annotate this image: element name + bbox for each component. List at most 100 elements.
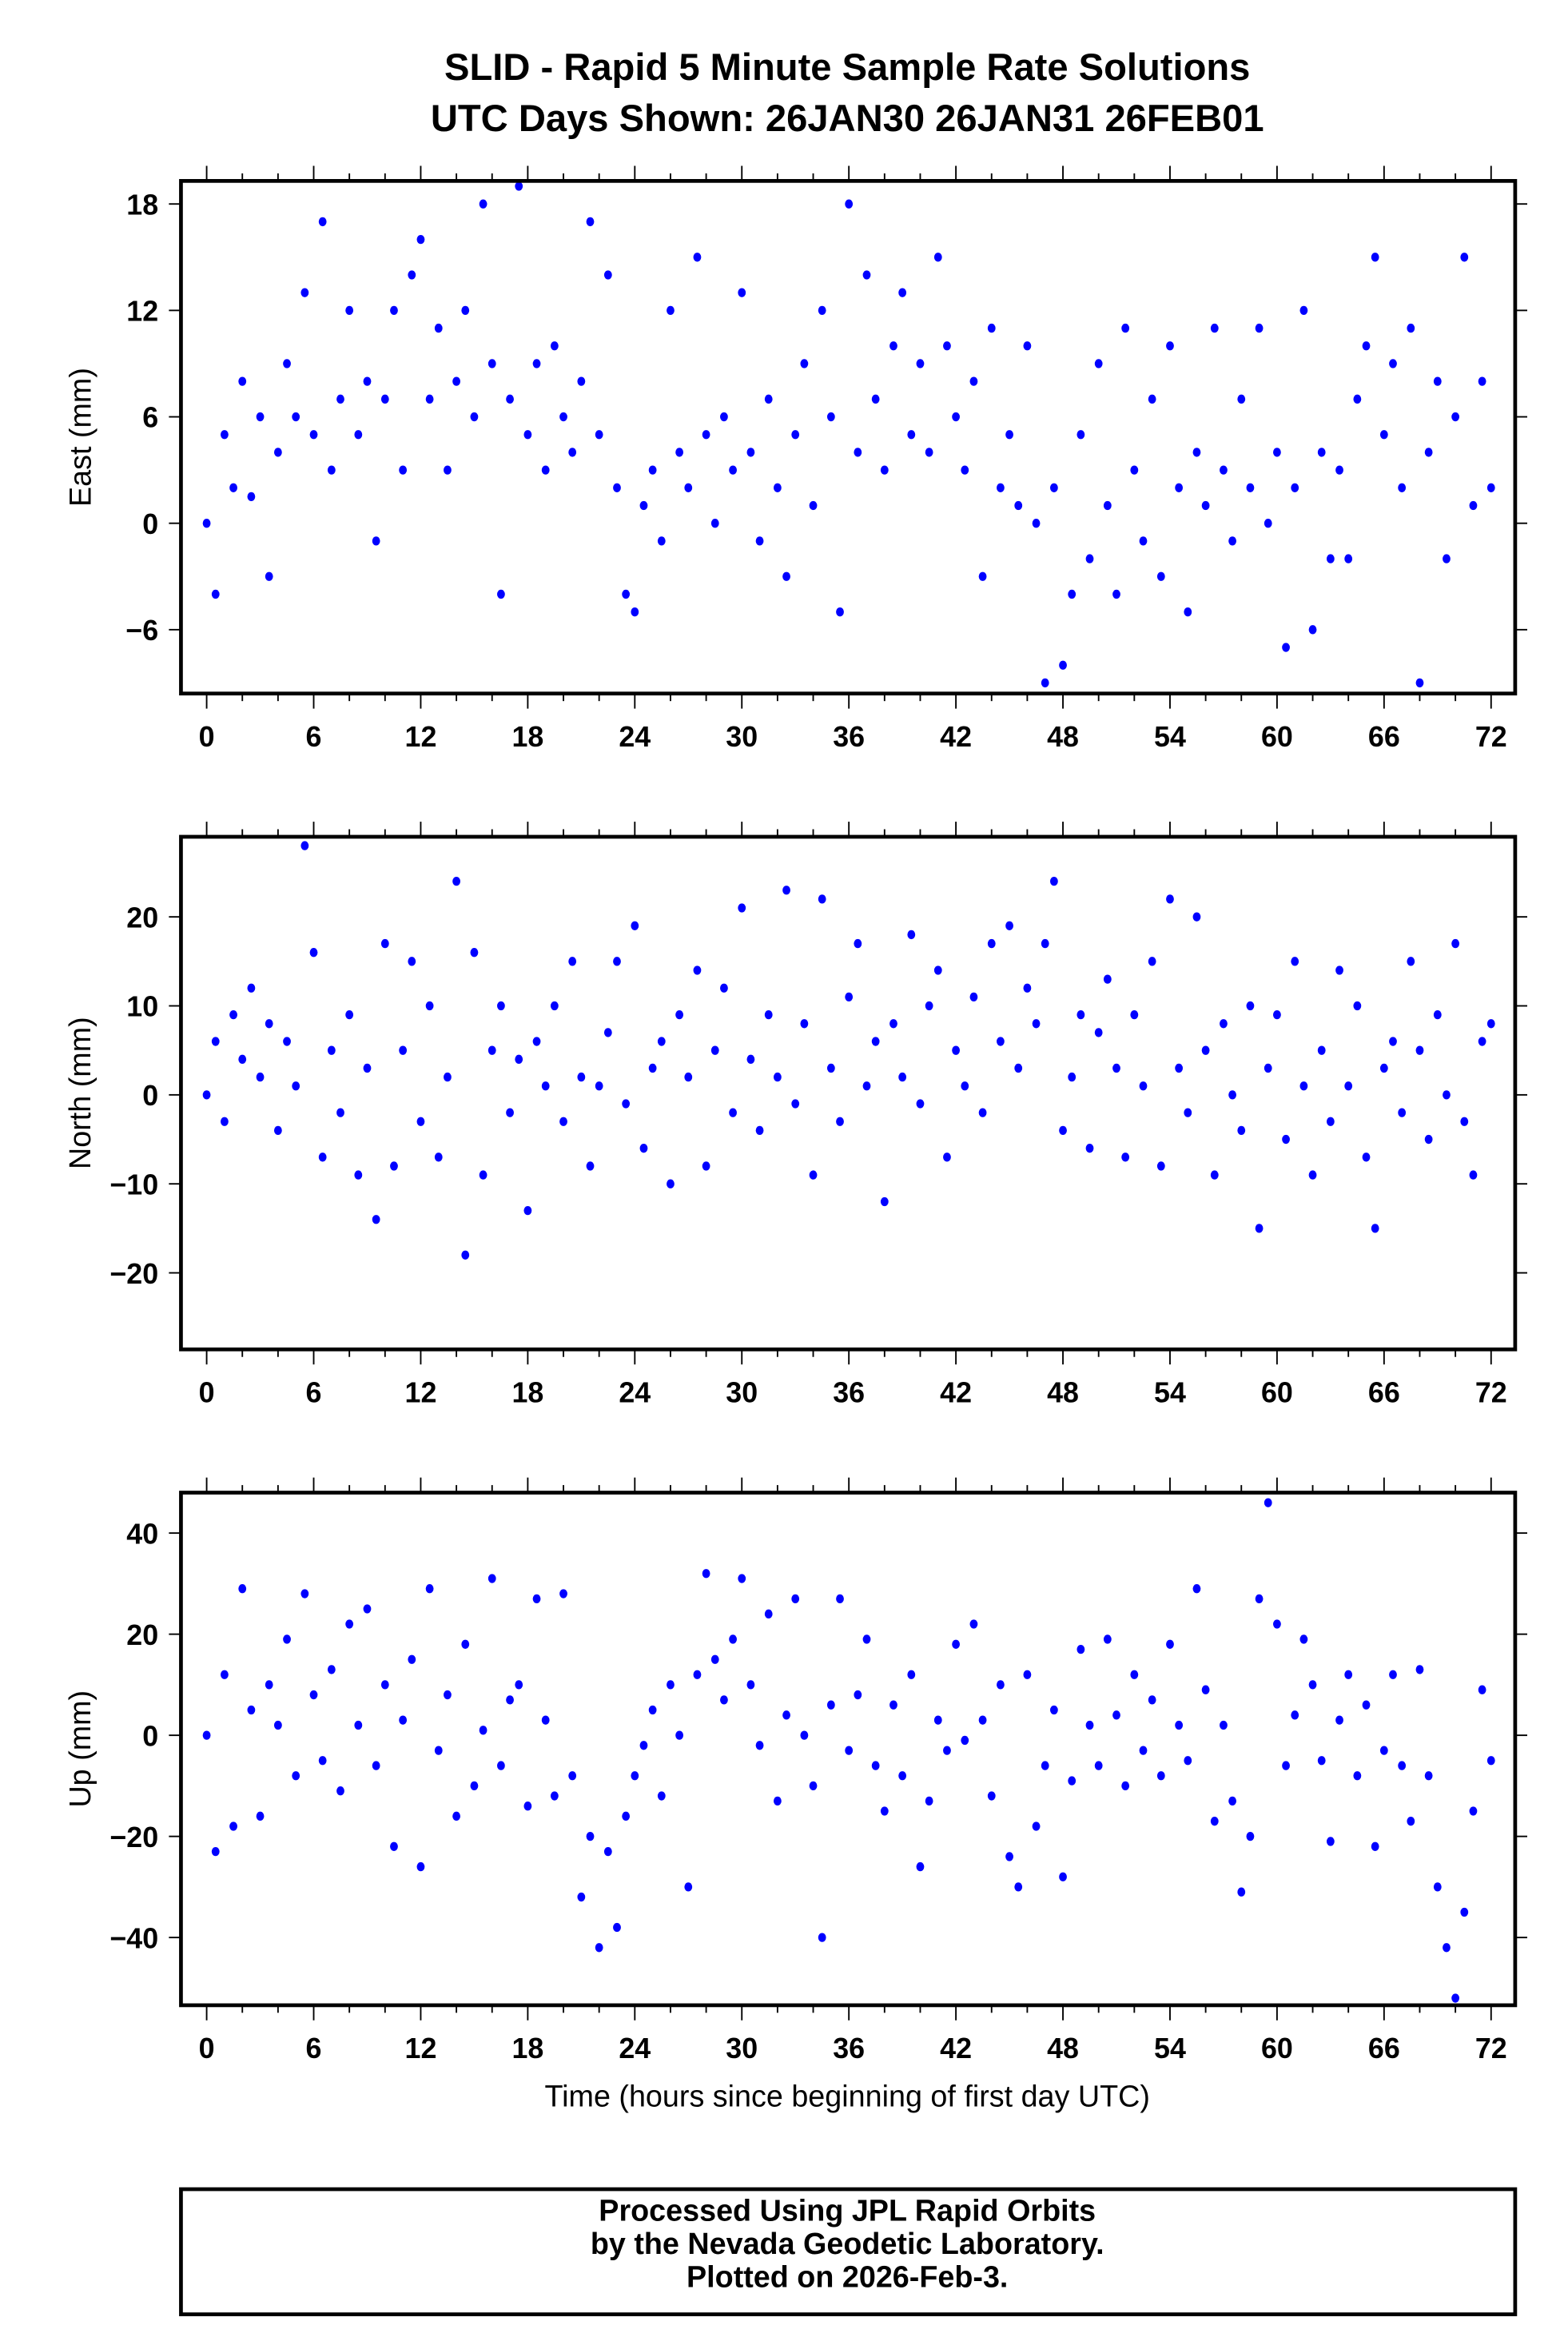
- data-point: [1156, 1161, 1165, 1171]
- data-point: [1407, 957, 1415, 966]
- data-point: [720, 1695, 728, 1705]
- data-point: [1130, 1670, 1139, 1679]
- data-point: [506, 1695, 514, 1705]
- x-tick-label: 60: [1261, 1376, 1293, 1408]
- data-point: [978, 1108, 987, 1117]
- y-tick-label: −40: [109, 1922, 158, 1954]
- y-tick-label: 40: [126, 1518, 158, 1550]
- data-point: [470, 948, 479, 958]
- y-axis-label: North (mm): [63, 1017, 97, 1169]
- data-point: [871, 394, 880, 404]
- data-point: [1077, 430, 1085, 440]
- data-point: [1371, 1841, 1379, 1851]
- data-point: [987, 323, 996, 333]
- data-point: [1112, 589, 1120, 599]
- data-point: [247, 983, 256, 993]
- x-tick-label: 42: [940, 2032, 972, 2064]
- data-point: [1272, 1619, 1281, 1629]
- data-point: [1371, 253, 1379, 262]
- data-point: [952, 412, 961, 422]
- x-tick-label: 72: [1475, 721, 1507, 753]
- data-point: [550, 1791, 559, 1801]
- data-point: [1085, 1720, 1094, 1730]
- data-point: [425, 1001, 434, 1011]
- data-point: [1139, 1746, 1148, 1755]
- data-point: [657, 536, 666, 546]
- data-point: [1308, 1170, 1317, 1180]
- x-tick-label: 30: [726, 2032, 758, 2064]
- data-point: [1059, 660, 1067, 670]
- data-point: [675, 448, 684, 457]
- data-point: [1362, 341, 1371, 351]
- data-point: [1398, 1108, 1407, 1117]
- data-point: [496, 1001, 505, 1011]
- data-point: [916, 359, 925, 368]
- data-point: [1237, 1887, 1246, 1897]
- data-point: [336, 1786, 344, 1796]
- data-point: [1317, 448, 1326, 457]
- data-point: [1317, 1045, 1326, 1055]
- data-point: [1094, 359, 1103, 368]
- data-point: [1264, 1498, 1272, 1507]
- data-point: [648, 1063, 657, 1073]
- data-point: [1005, 921, 1013, 930]
- data-point: [1335, 465, 1343, 475]
- data-point: [1032, 519, 1041, 528]
- data-point: [1175, 1063, 1184, 1073]
- data-point: [826, 1700, 835, 1710]
- data-point: [434, 323, 443, 333]
- data-point: [461, 1250, 470, 1260]
- data-point: [354, 430, 363, 440]
- data-point: [889, 341, 897, 351]
- x-tick-label: 48: [1047, 721, 1079, 753]
- data-point: [1201, 1045, 1210, 1055]
- data-point: [639, 1741, 648, 1750]
- data-point: [461, 1639, 470, 1649]
- data-point: [1148, 957, 1156, 966]
- data-point: [1184, 1108, 1192, 1117]
- data-point: [292, 412, 300, 422]
- data-point: [1344, 1670, 1353, 1679]
- data-point: [1148, 1695, 1156, 1705]
- data-point: [390, 305, 398, 316]
- y-tick-label: 0: [142, 1720, 158, 1752]
- data-point: [1326, 1117, 1335, 1126]
- data-point: [710, 1654, 719, 1664]
- data-point: [1335, 965, 1343, 975]
- data-point: [978, 571, 987, 581]
- data-point: [648, 465, 657, 475]
- data-point: [997, 1037, 1005, 1046]
- data-point: [577, 1892, 586, 1902]
- data-point: [416, 1117, 425, 1126]
- data-point: [470, 412, 479, 422]
- data-point: [622, 1811, 631, 1821]
- chart-title: SLID - Rapid 5 Minute Sample Rate Soluti…: [444, 46, 1250, 88]
- data-point: [586, 217, 595, 227]
- data-point: [1094, 1028, 1103, 1037]
- data-point: [809, 1170, 818, 1180]
- data-point: [1389, 1670, 1397, 1679]
- data-point: [300, 288, 309, 297]
- data-point: [675, 1730, 684, 1740]
- data-point: [1264, 1063, 1272, 1073]
- data-point: [1379, 1746, 1388, 1755]
- data-point: [1291, 1710, 1299, 1720]
- y-axis-label: Up (mm): [63, 1690, 97, 1808]
- data-point: [1424, 448, 1433, 457]
- data-point: [1486, 1019, 1495, 1029]
- data-point: [1032, 1019, 1041, 1029]
- data-point: [764, 1609, 773, 1618]
- data-point: [595, 1081, 603, 1091]
- x-tick-label: 0: [199, 721, 215, 753]
- data-point: [1156, 571, 1165, 581]
- data-point: [907, 430, 916, 440]
- data-point: [684, 483, 693, 492]
- data-point: [1103, 974, 1112, 984]
- data-point: [452, 876, 460, 886]
- data-point: [568, 1771, 577, 1781]
- data-point: [408, 1654, 416, 1664]
- data-point: [1353, 394, 1362, 404]
- data-point: [1389, 1037, 1397, 1046]
- data-point: [720, 412, 728, 422]
- data-point: [898, 1771, 907, 1781]
